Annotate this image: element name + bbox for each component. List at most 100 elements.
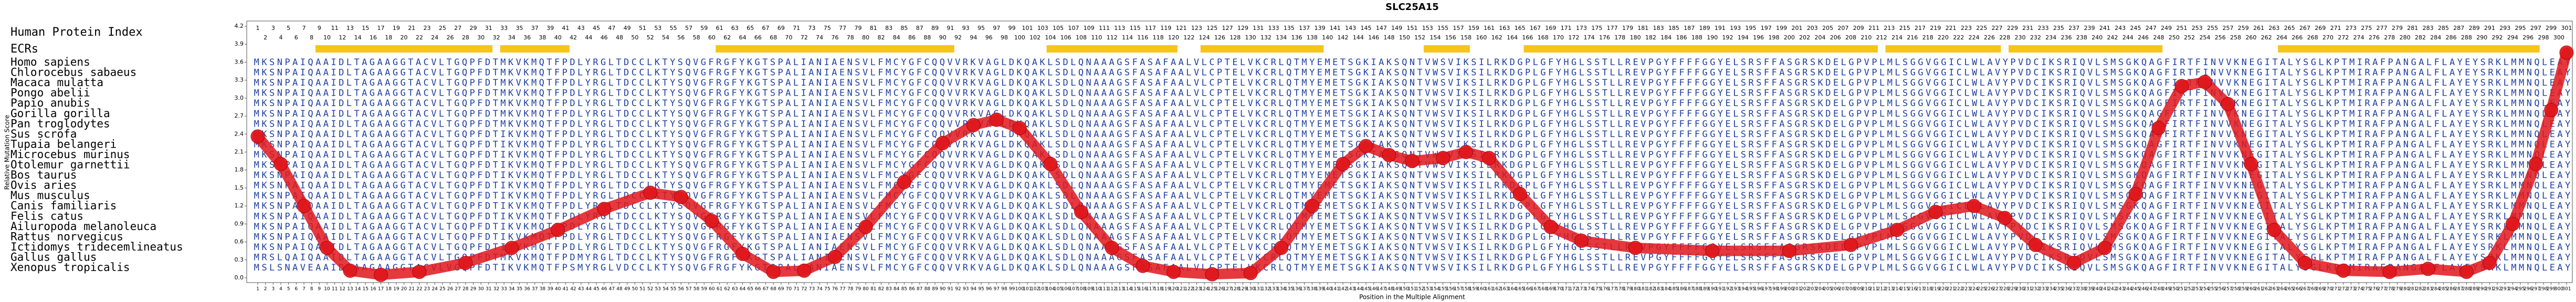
x-tick-label: 23 [424, 287, 430, 292]
x-tick-label: 128 [1231, 287, 1239, 292]
x-tick-label: 190 [1708, 287, 1717, 292]
score-point [1512, 186, 1527, 201]
x-tick-label: 264 [2277, 287, 2286, 292]
x-tick-label: 131 [1254, 287, 1263, 292]
x-tick-label: 68 [770, 287, 776, 292]
x-tick-label: 156 [1446, 287, 1455, 292]
x-tick-label: 253 [2193, 287, 2202, 292]
x-tick-label: 204 [1815, 287, 1824, 292]
protein-index: 136 [1291, 34, 1302, 41]
x-tick-label: 75 [824, 287, 830, 292]
x-tick-label: 209 [1854, 287, 1863, 292]
x-tick-label: 257 [2223, 287, 2232, 292]
protein-index: 150 [1399, 34, 1410, 41]
protein-index: 56 [677, 34, 685, 41]
x-tick-label: 98 [1001, 287, 1007, 292]
species-label: Bos taurus [10, 169, 77, 181]
x-tick-label: 43 [578, 287, 584, 292]
protein-index: 96 [985, 34, 993, 41]
protein-index: 181 [1637, 25, 1648, 32]
x-tick-label: 7 [302, 287, 306, 292]
protein-index: 272 [2338, 34, 2349, 41]
protein-index: 208 [1845, 34, 1856, 41]
x-tick-label: 256 [2216, 287, 2225, 292]
score-point [2128, 186, 2143, 201]
x-tick-label: 217 [1916, 287, 1925, 292]
y-tick-label: 0.3 [235, 256, 244, 263]
x-tick-label: 48 [616, 287, 623, 292]
protein-index: 222 [1953, 34, 1964, 41]
protein-index: 269 [2315, 25, 2326, 32]
score-point [2028, 237, 2043, 252]
protein-index: 128 [1229, 34, 1240, 41]
protein-index: 157 [1453, 25, 1464, 32]
protein-index: 66 [754, 34, 762, 41]
x-tick-label: 157 [1454, 287, 1463, 292]
x-tick-label: 218 [1923, 287, 1932, 292]
protein-index: 112 [1107, 34, 1118, 41]
x-tick-label: 149 [1392, 287, 1401, 292]
x-tick-label: 47 [609, 287, 615, 292]
protein-index: 44 [585, 34, 592, 41]
x-tick-label: 30 [478, 287, 484, 292]
protein-index: 156 [1445, 34, 1456, 41]
protein-index: 178 [1614, 34, 1625, 41]
x-tick-label: 147 [1377, 287, 1386, 292]
sequence: MKSNPAIQAAIDLTAGAAGGTACVLTGQPFDTIKVKMQTF… [254, 139, 2571, 150]
protein-index: 213 [1884, 25, 1895, 32]
x-tick-label: 177 [1608, 287, 1617, 292]
score-point [989, 112, 1004, 127]
protein-index: 13 [346, 25, 354, 32]
protein-index: 30 [477, 34, 485, 41]
protein-index: 95 [977, 25, 985, 32]
x-tick-label: 16 [370, 287, 376, 292]
x-tick-label: 71 [793, 287, 799, 292]
species-label: Ailuropoda melanoleuca [10, 220, 156, 233]
protein-index: 292 [2492, 34, 2503, 41]
protein-index: 91 [947, 25, 954, 32]
protein-index: 67 [762, 25, 770, 32]
protein-index: 282 [2415, 34, 2426, 41]
x-tick-label: 247 [2147, 287, 2156, 292]
protein-index: 300 [2553, 34, 2564, 41]
protein-index: 301 [2561, 25, 2572, 32]
protein-index: 169 [1545, 25, 1556, 32]
species-label: Xenopus tropicalis [10, 261, 130, 274]
species-label: Otolemur garnettii [10, 159, 130, 171]
protein-index: 201 [1792, 25, 1803, 32]
protein-index: 65 [746, 25, 754, 32]
x-tick-label: 287 [2454, 287, 2463, 292]
protein-index: 253 [2192, 25, 2203, 32]
sequence: MKSNPAIQAAIDLTAGAAGGTACVLTGQPFDTIKVKMQTF… [254, 129, 2571, 140]
score-point [1928, 205, 1943, 220]
x-tick-label: 126 [1215, 287, 1224, 292]
sequence: MKSNPAIQAAIDLTAGAAGGTACVLTGQPFDTIKVKMQTF… [254, 181, 2571, 191]
species-label: Rattus norvegicus [10, 230, 123, 243]
x-tick-label: 46 [601, 287, 607, 292]
x-tick-label: 296 [2524, 287, 2532, 292]
x-tick-label: 214 [1892, 287, 1901, 292]
protein-index: 147 [1376, 25, 1387, 32]
x-tick-label: 49 [624, 287, 630, 292]
protein-index: 9 [318, 25, 321, 32]
x-tick-label: 222 [1954, 287, 1963, 292]
x-tick-label: 183 [1654, 287, 1663, 292]
x-tick-label: 272 [2339, 287, 2348, 292]
x-tick-label: 4 [279, 287, 282, 292]
score-point [643, 185, 658, 200]
x-tick-label: 173 [1577, 287, 1586, 292]
protein-index: 68 [770, 34, 777, 41]
protein-index: 263 [2268, 25, 2279, 32]
x-tick-label: 33 [501, 287, 507, 292]
x-tick-label: 275 [2362, 287, 2371, 292]
protein-index: 120 [1168, 34, 1179, 41]
y-tick-label: 2.7 [235, 112, 244, 119]
protein-index: 142 [1338, 34, 1349, 41]
protein-index: 218 [1922, 34, 1933, 41]
protein-index: 60 [708, 34, 716, 41]
protein-index: 219 [1930, 25, 1941, 32]
protein-index: 209 [1853, 25, 1864, 32]
x-tick-label: 14 [355, 287, 361, 292]
protein-index: 256 [2215, 34, 2226, 41]
y-tick-label: 1.2 [235, 202, 244, 209]
